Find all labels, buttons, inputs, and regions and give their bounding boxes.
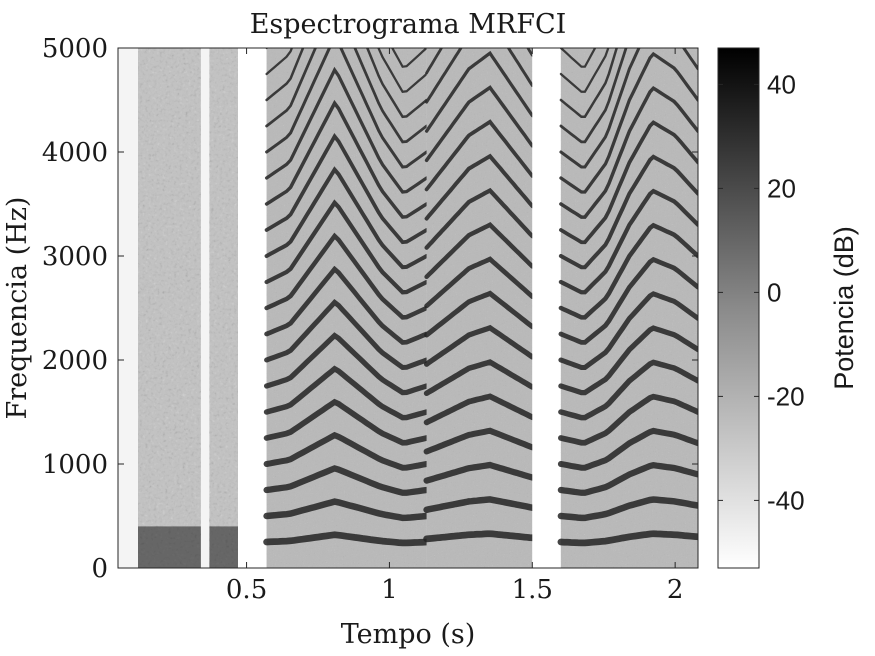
harmonic-line-3 <box>557 462 698 496</box>
noise-texture <box>209 48 238 568</box>
voiced-texture <box>266 48 427 568</box>
harmonic-line-15 <box>559 51 698 194</box>
harmonic-line-19 <box>265 48 428 94</box>
x-tick-label: 2 <box>667 575 684 605</box>
x-tick-label: 1.5 <box>512 575 553 605</box>
colorbar-tick-label: -40 <box>767 485 805 515</box>
harmonic-line-14 <box>559 85 698 219</box>
harmonic-line-10 <box>558 222 698 320</box>
harmonic-line-5 <box>558 393 698 446</box>
segment-silence-3 <box>238 48 267 568</box>
y-tick-label: 3000 <box>42 242 108 272</box>
x-axis-label: Tempo (s) <box>341 619 476 650</box>
harmonic-line-21 <box>561 0 698 42</box>
colorbar-tick-label: 40 <box>767 69 796 99</box>
low-frequency-energy <box>209 526 238 568</box>
harmonic-line-11 <box>424 187 535 250</box>
harmonic-line-13 <box>424 119 535 192</box>
colorbar <box>717 47 760 569</box>
harmonic-line-6 <box>263 365 430 421</box>
harmonic-line-1 <box>557 530 698 547</box>
y-tick-label: 0 <box>91 554 108 584</box>
harmonic-line-14 <box>424 85 535 163</box>
harmonic-line-4 <box>263 431 430 471</box>
colorbar-tick-label: 20 <box>767 173 796 203</box>
harmonic-line-19 <box>559 48 610 93</box>
segment-harmonic-4 <box>263 48 430 568</box>
x-axis: 0.5 1 1.5 2 <box>226 48 684 605</box>
segment-silence-6 <box>532 48 561 568</box>
harmonic-line-10 <box>264 232 429 320</box>
harmonic-line-8 <box>558 291 698 370</box>
y-tick-label: 4000 <box>42 138 108 168</box>
harmonic-line-8 <box>264 299 430 371</box>
harmonic-line-9 <box>264 265 429 345</box>
colorbar-label: Potencia (dB) <box>829 226 859 390</box>
harmonic-line-6 <box>558 359 698 421</box>
harmonic-line-15 <box>424 50 534 133</box>
harmonic-line-13 <box>559 120 698 245</box>
harmonic-line-9 <box>558 256 698 345</box>
harmonic-line-20 <box>265 48 428 68</box>
harmonic-line-5 <box>263 398 430 446</box>
y-tick-label: 2000 <box>42 346 108 376</box>
harmonic-line-12 <box>264 166 429 270</box>
harmonic-line-17 <box>265 48 428 144</box>
harmonic-line-2 <box>557 496 698 522</box>
harmonic-line-12 <box>424 153 535 221</box>
harmonic-line-5 <box>423 393 536 426</box>
low-frequency-energy <box>138 526 201 568</box>
harmonic-line-17 <box>559 48 628 144</box>
harmonic-line-15 <box>264 66 429 194</box>
harmonic-line-16 <box>265 48 429 169</box>
harmonic-line-18 <box>559 48 619 119</box>
y-axis: 0 1000 2000 3000 4000 5000 <box>42 34 698 584</box>
plot-frame <box>117 47 699 569</box>
chart-title: Espectrograma MRFCI <box>250 9 567 40</box>
y-tick-label: 1000 <box>42 450 108 480</box>
x-tick-label: 1 <box>381 575 398 605</box>
harmonic-line-11 <box>264 199 429 295</box>
segment-noise-1 <box>138 48 201 568</box>
colorbar-tick-label: -20 <box>767 381 805 411</box>
harmonic-line-18 <box>265 48 428 119</box>
harmonic-line-16 <box>425 48 534 104</box>
silence-band <box>532 48 561 568</box>
y-axis-label: Frequencia (Hz) <box>2 197 33 420</box>
harmonic-line-9 <box>424 256 535 309</box>
harmonic-line-20 <box>559 48 597 68</box>
harmonic-line-7 <box>263 332 430 396</box>
harmonic-line-7 <box>423 324 535 367</box>
silence-band <box>238 48 267 568</box>
harmonic-line-7 <box>558 325 698 396</box>
segment-harmonic-7 <box>557 0 698 568</box>
y-tick-label: 5000 <box>42 34 108 64</box>
harmonic-line-8 <box>424 290 535 338</box>
harmonic-line-4 <box>423 427 536 455</box>
x-tick-label: 0.5 <box>226 575 267 605</box>
harmonic-line-14 <box>264 99 429 219</box>
harmonic-line-12 <box>558 154 698 270</box>
noise-texture <box>138 48 201 568</box>
harmonic-line-3 <box>423 461 536 484</box>
harmonic-line-6 <box>423 359 536 397</box>
colorbar-tick-label: 0 <box>767 277 781 307</box>
harmonic-line-1 <box>423 530 536 543</box>
harmonic-line-3 <box>263 465 430 496</box>
harmonic-line-10 <box>424 222 535 280</box>
harmonic-line-11 <box>558 188 698 295</box>
segment-noise-2 <box>209 48 238 568</box>
spectrogram-image <box>138 0 698 568</box>
harmonic-line-4 <box>557 427 698 471</box>
segment-harmonic-5 <box>423 48 536 568</box>
colorbar-axis: -40 -20 0 20 40 <box>718 69 805 515</box>
harmonic-line-2 <box>423 496 536 514</box>
harmonic-line-13 <box>264 133 429 245</box>
harmonic-line-16 <box>559 48 698 169</box>
harmonic-line-2 <box>263 498 430 522</box>
harmonic-line-1 <box>263 531 430 547</box>
